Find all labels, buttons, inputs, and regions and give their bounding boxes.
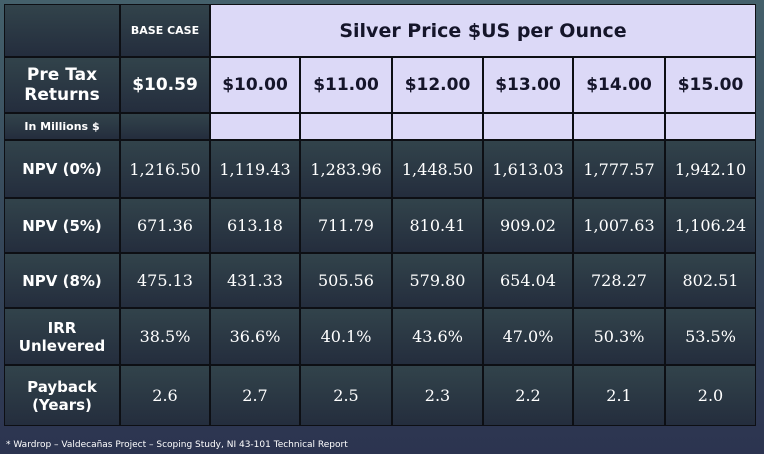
empty-cell <box>393 114 482 139</box>
price: $14.00 <box>574 58 664 112</box>
price: $10.00 <box>211 58 299 112</box>
footnote: * Wardrop – Valdecañas Project – Scoping… <box>6 440 348 450</box>
empty-cell <box>484 114 572 139</box>
empty-cell <box>666 114 755 139</box>
value: 728.27 <box>574 254 664 307</box>
value: 431.33 <box>211 254 299 307</box>
value: 505.56 <box>301 254 391 307</box>
value: 36.6% <box>211 309 299 364</box>
value: 802.51 <box>666 254 755 307</box>
empty-cell <box>211 114 299 139</box>
value: 654.04 <box>484 254 572 307</box>
value: 711.79 <box>301 199 391 252</box>
value: 2.6 <box>121 366 209 425</box>
value: 1,106.24 <box>666 199 755 252</box>
value: 40.1% <box>301 309 391 364</box>
empty-cell <box>574 114 664 139</box>
value: 1,613.03 <box>484 141 572 197</box>
value: 671.36 <box>121 199 209 252</box>
value: 2.1 <box>574 366 664 425</box>
value: 579.80 <box>393 254 482 307</box>
value: 810.41 <box>393 199 482 252</box>
value: 1,119.43 <box>211 141 299 197</box>
units: In Millions $ <box>5 114 119 139</box>
price: $13.00 <box>484 58 572 112</box>
value: 1,448.50 <box>393 141 482 197</box>
base-price: $10.59 <box>121 58 209 112</box>
price: $15.00 <box>666 58 755 112</box>
value: 2.2 <box>484 366 572 425</box>
value: 47.0% <box>484 309 572 364</box>
value: 50.3% <box>574 309 664 364</box>
value: 2.7 <box>211 366 299 425</box>
value: 613.18 <box>211 199 299 252</box>
row-label: Payback (Years) <box>5 366 119 425</box>
base-case-label: BASE CASE <box>121 5 209 56</box>
value: 1,777.57 <box>574 141 664 197</box>
price-heading: Silver Price $US per Ounce <box>211 5 755 56</box>
value: 2.3 <box>393 366 482 425</box>
price: $12.00 <box>393 58 482 112</box>
value: 909.02 <box>484 199 572 252</box>
row-label: NPV (0%) <box>5 141 119 197</box>
price: $11.00 <box>301 58 391 112</box>
empty-cell <box>121 114 209 139</box>
value: 1,216.50 <box>121 141 209 197</box>
value: 53.5% <box>666 309 755 364</box>
returns-table: BASE CASE Silver Price $US per Ounce Pre T… <box>4 4 756 426</box>
row-label: NPV (8%) <box>5 254 119 307</box>
value: 1,942.10 <box>666 141 755 197</box>
row-label: IRR Unlevered <box>5 309 119 364</box>
value: 1,007.63 <box>574 199 664 252</box>
value: 1,283.96 <box>301 141 391 197</box>
empty-cell <box>301 114 391 139</box>
value: 43.6% <box>393 309 482 364</box>
value: 2.0 <box>666 366 755 425</box>
value: 2.5 <box>301 366 391 425</box>
empty-cell <box>5 5 119 56</box>
value: 38.5% <box>121 309 209 364</box>
row-label: Pre Tax Returns <box>5 58 119 112</box>
value: 475.13 <box>121 254 209 307</box>
row-label: NPV (5%) <box>5 199 119 252</box>
